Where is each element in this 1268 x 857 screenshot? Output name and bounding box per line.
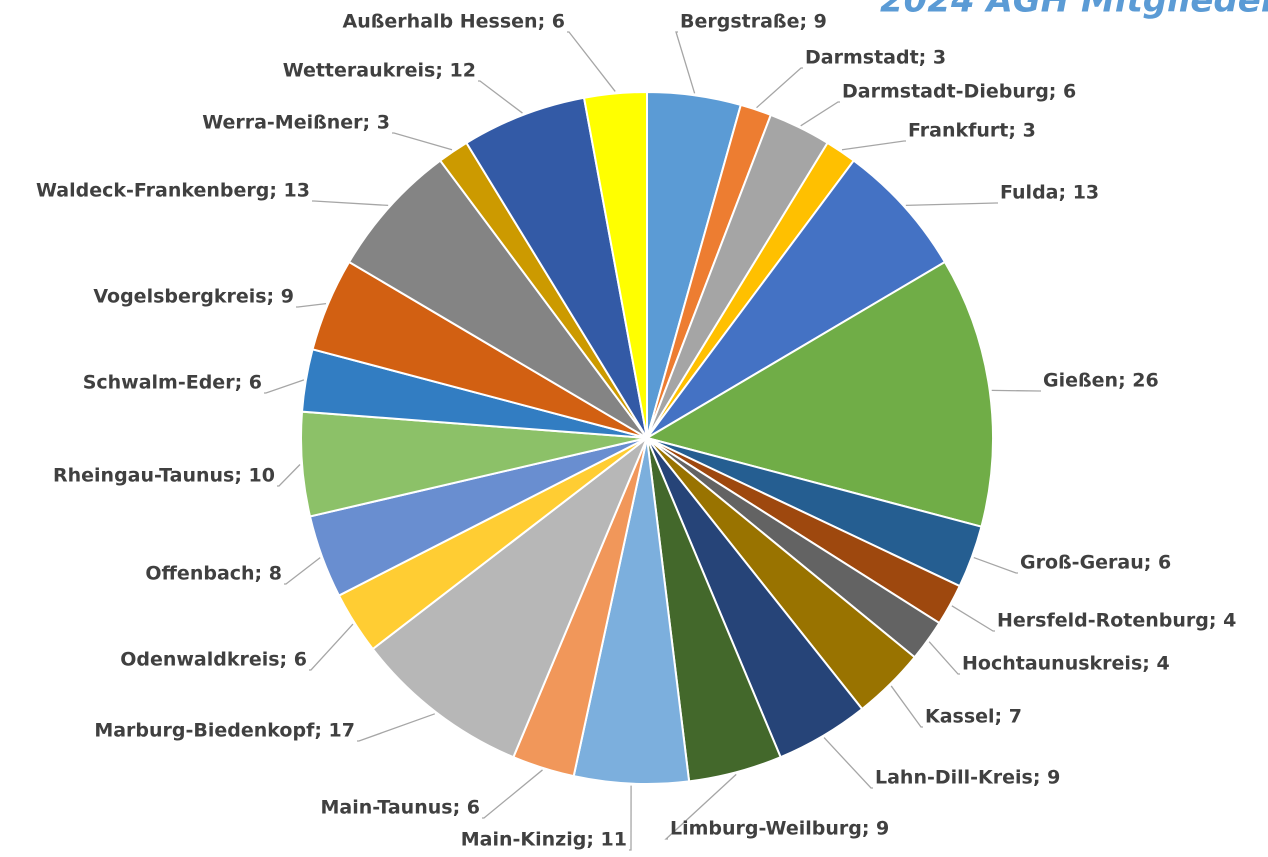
data-label: Main-Taunus; 6 xyxy=(320,797,480,819)
leader-line xyxy=(284,557,321,585)
pie-slice xyxy=(646,159,947,439)
data-label: Odenwaldkreis; 6 xyxy=(120,649,307,671)
leader-line xyxy=(664,773,737,840)
leader-line xyxy=(309,623,354,671)
leader-line xyxy=(890,685,923,728)
data-label: Marburg-Biedenkopf; 17 xyxy=(94,720,355,742)
leader-line xyxy=(357,713,436,742)
leader-line xyxy=(905,202,998,207)
leader-line xyxy=(928,641,960,675)
pie-slice xyxy=(582,90,648,439)
data-label: Darmstadt; 3 xyxy=(805,47,946,69)
pie-slice xyxy=(465,96,648,439)
leader-line xyxy=(482,769,543,819)
pie-slice xyxy=(347,159,648,439)
data-label: Frankfurt; 3 xyxy=(908,120,1036,142)
data-label: Gießen; 26 xyxy=(1043,370,1159,392)
leader-line xyxy=(841,140,906,151)
leader-line xyxy=(973,556,1018,574)
leader-line xyxy=(264,379,305,394)
data-label: Vogelsbergkreis; 9 xyxy=(93,286,294,308)
data-label: Offenbach; 8 xyxy=(145,563,282,585)
data-label: Fulda; 13 xyxy=(1000,182,1099,204)
data-label: Werra-Meißner; 3 xyxy=(202,112,390,134)
data-label: Bergstraße; 9 xyxy=(680,11,827,33)
leader-line xyxy=(312,200,389,207)
data-label: Wetteraukreis; 12 xyxy=(283,60,476,82)
leader-line xyxy=(675,31,696,94)
data-label: Groß-Gerau; 6 xyxy=(1020,552,1171,574)
data-label: Limburg-Weilburg; 9 xyxy=(670,818,889,840)
leader-line xyxy=(951,605,995,632)
leader-line xyxy=(392,132,453,151)
data-label: Hochtaunuskreis; 4 xyxy=(962,653,1170,675)
data-label: Main-Kinzig; 11 xyxy=(461,829,627,851)
leader-line xyxy=(629,785,632,851)
data-label: Rheingau-Taunus; 10 xyxy=(53,465,275,487)
leader-line xyxy=(991,389,1041,392)
data-label: Darmstadt-Dieburg; 6 xyxy=(842,81,1076,103)
data-label: Außerhalb Hessen; 6 xyxy=(343,11,565,33)
leader-line xyxy=(756,67,803,109)
leader-line xyxy=(823,737,873,789)
data-label: Waldeck-Frankenberg; 13 xyxy=(36,180,310,202)
leader-line xyxy=(296,302,327,308)
data-label: Schwalm-Eder; 6 xyxy=(83,372,262,394)
data-label: Hersfeld-Rotenburg; 4 xyxy=(997,610,1236,632)
leader-line xyxy=(478,80,523,114)
leader-line xyxy=(800,101,840,127)
leader-line xyxy=(567,31,616,92)
data-label: Kassel; 7 xyxy=(925,706,1022,728)
leader-line xyxy=(277,464,301,487)
chart-title: 2024 AGH Mitglieder xyxy=(880,0,1268,21)
pie-slice xyxy=(371,434,650,759)
data-label: Lahn-Dill-Kreis; 9 xyxy=(875,767,1060,789)
